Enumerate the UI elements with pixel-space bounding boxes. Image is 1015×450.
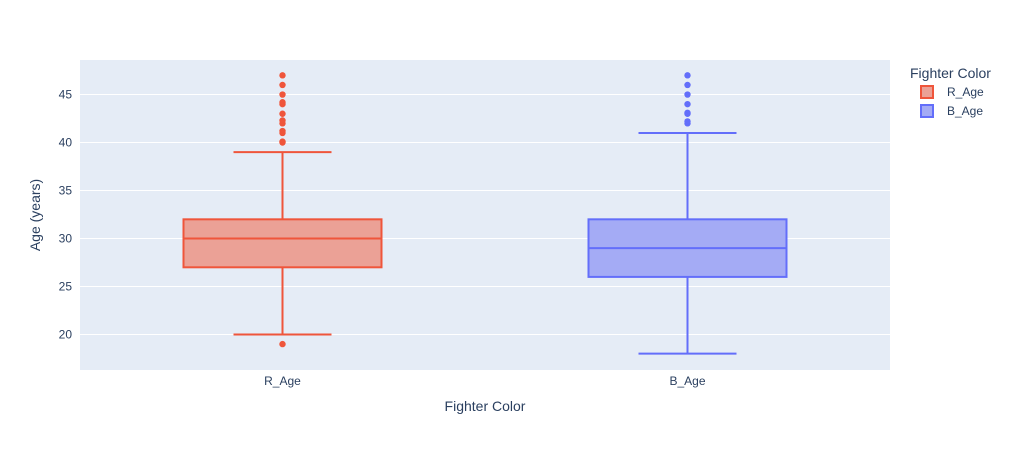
outlier-point <box>279 117 286 124</box>
x-axis-ticks: R_Age B_Age <box>264 374 706 388</box>
outlier-point <box>279 72 286 79</box>
x-tick-label: B_Age <box>669 374 705 388</box>
x-axis-title: Fighter Color <box>445 398 526 414</box>
outlier-point <box>279 127 286 135</box>
y-tick-label: 25 <box>59 280 73 294</box>
y-axis-ticks: 20 25 30 35 40 45 <box>59 88 73 342</box>
plot-background <box>80 60 890 370</box>
outlier-point <box>279 138 286 145</box>
box-B_Age[interactable] <box>587 72 788 355</box>
iqr-box <box>182 218 383 269</box>
outlier-point <box>684 72 691 79</box>
box-R_Age[interactable] <box>182 72 383 348</box>
y-tick-label: 45 <box>59 88 73 102</box>
outlier-point <box>279 110 286 117</box>
boxes <box>182 72 788 355</box>
x-tick-label: R_Age <box>264 374 301 388</box>
outlier-point <box>279 91 286 98</box>
y-tick-label: 40 <box>59 136 73 150</box>
outlier-point <box>684 81 691 89</box>
outlier-point <box>279 340 286 348</box>
legend-item-B_Age[interactable]: B_Age <box>920 104 983 118</box>
outlier-point <box>684 91 691 98</box>
y-tick-label: 35 <box>59 184 73 198</box>
legend[interactable]: Fighter Color R_Age B_Age <box>910 65 991 118</box>
outlier-point <box>279 81 286 89</box>
y-tick-label: 20 <box>59 327 73 341</box>
outlier-point <box>684 118 691 125</box>
legend-title: Fighter Color <box>910 65 991 81</box>
legend-label: R_Age <box>947 85 984 99</box>
legend-swatch <box>920 85 934 99</box>
legend-label: B_Age <box>947 104 983 118</box>
outlier-point <box>684 109 691 116</box>
outlier-point <box>684 100 691 108</box>
y-tick-label: 30 <box>59 232 73 246</box>
legend-item-R_Age[interactable]: R_Age <box>920 85 984 99</box>
outlier-point <box>279 99 286 106</box>
legend-swatch <box>920 104 934 118</box>
y-axis-title: Age (years) <box>27 179 43 251</box>
